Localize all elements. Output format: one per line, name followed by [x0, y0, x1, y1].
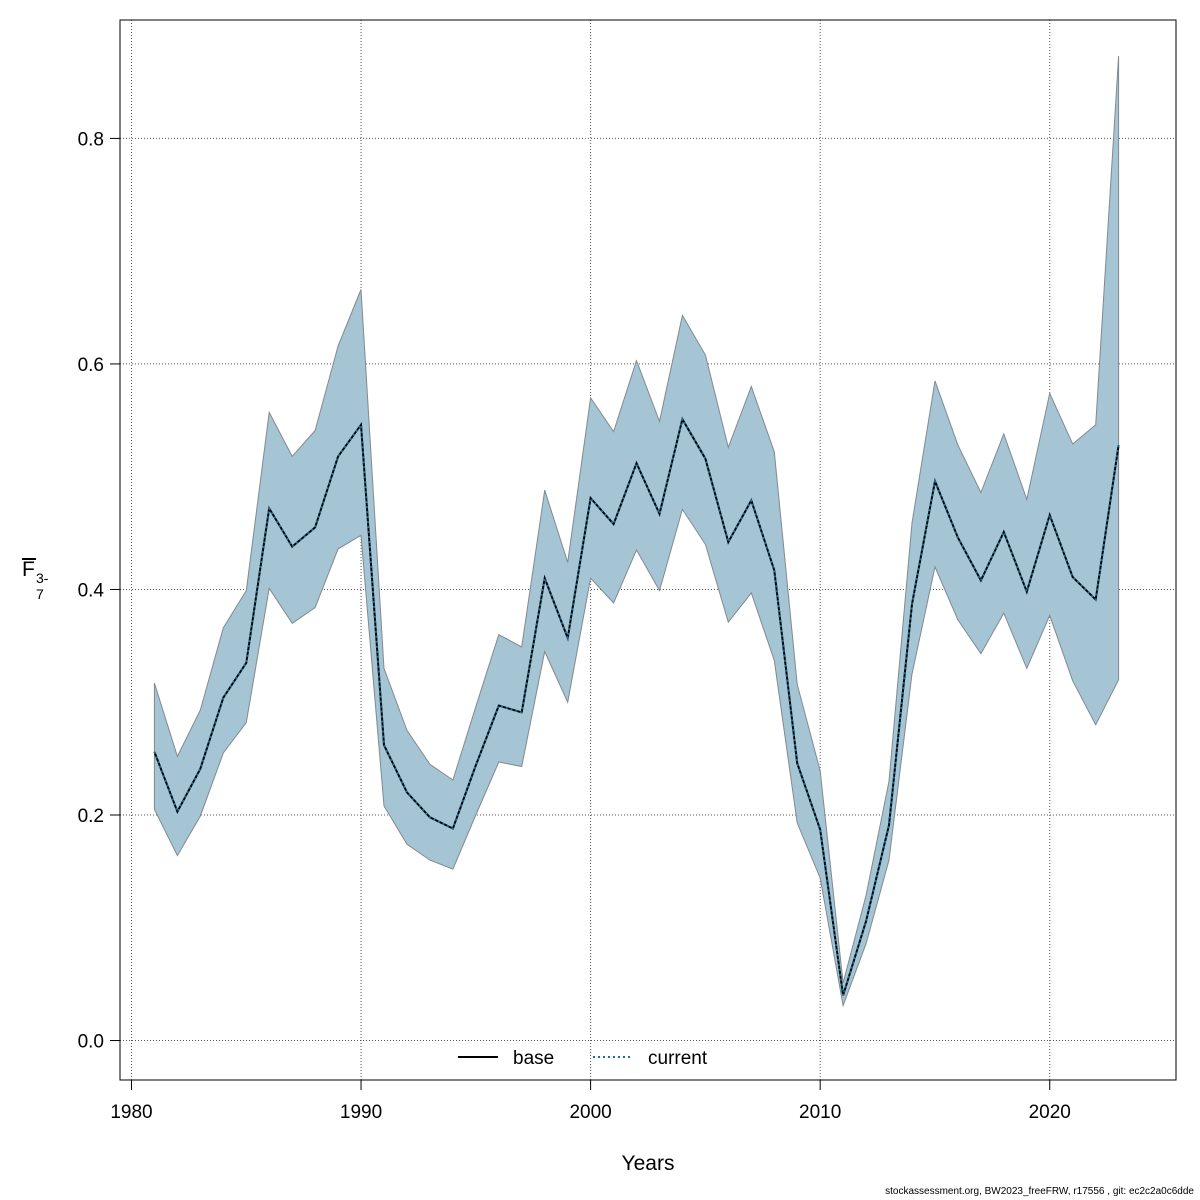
- footer-credit: stockassessment.org, BW2023_freeFRW, r17…: [885, 1186, 1194, 1197]
- y-tick-label: 0.6: [78, 355, 104, 376]
- y-axis-label: F 3-7: [14, 548, 50, 602]
- x-axis: 1980 1990 2000 2010 2020: [110, 1079, 1071, 1123]
- y-tick-label: 0.2: [78, 806, 104, 827]
- series-line-current: [153, 416, 1120, 996]
- legend: base current: [458, 1048, 708, 1069]
- y-tick-label: 0.0: [78, 1032, 104, 1053]
- y-tick-label: 0.8: [78, 129, 104, 150]
- x-tick-label: 2000: [569, 1102, 611, 1123]
- y-tick-label: 0.4: [78, 580, 105, 601]
- series-lines: [153, 416, 1120, 996]
- legend-label-current: current: [648, 1048, 708, 1069]
- confidence-band: [153, 56, 1120, 1008]
- x-tick-label: 2010: [799, 1102, 841, 1123]
- x-tick-label: 1990: [340, 1102, 382, 1123]
- y-axis-label-overline: [22, 558, 36, 560]
- legend-label-base: base: [513, 1048, 554, 1069]
- y-axis: 0.0 0.2 0.4 0.6 0.8: [78, 129, 121, 1053]
- x-tick-label: 2020: [1029, 1102, 1071, 1123]
- y-axis-label-subscript: 3-7: [36, 570, 49, 602]
- x-axis-label: Years: [622, 1152, 675, 1175]
- x-tick-label: 1980: [110, 1102, 152, 1123]
- y-axis-label-main: F: [22, 558, 35, 581]
